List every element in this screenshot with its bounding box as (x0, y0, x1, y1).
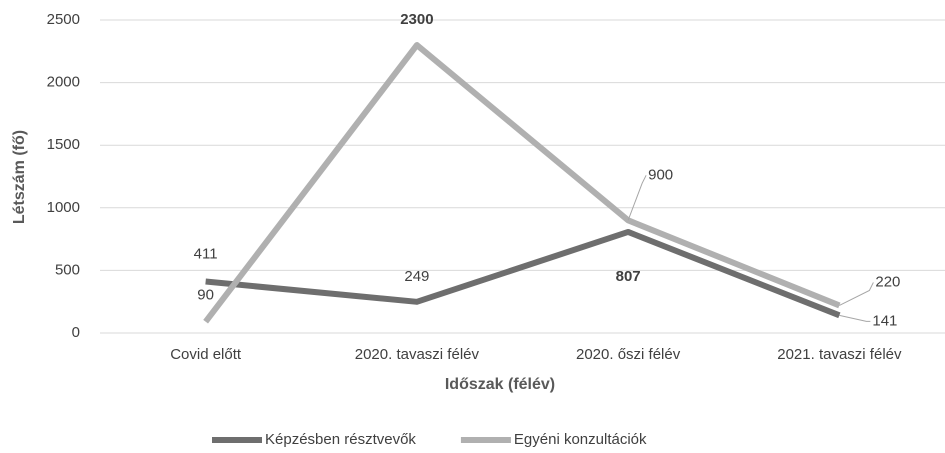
y-tick-label: 500 (55, 261, 80, 278)
series-line (205, 228, 841, 319)
x-tick-label: 2020. őszi félév (576, 346, 681, 363)
x-tick-label: 2020. tavaszi félév (355, 346, 480, 363)
leader-line (839, 282, 874, 306)
legend-label: Képzésben résztvevők (265, 431, 416, 448)
data-label: 900 (648, 166, 673, 183)
leader-line (839, 314, 871, 322)
data-label: 249 (404, 268, 429, 285)
x-axis-title: Időszak (félév) (445, 376, 555, 393)
legend-label: Egyéni konzultációk (514, 431, 647, 448)
y-tick-label: 2000 (47, 74, 80, 91)
y-tick-label: 0 (72, 324, 80, 341)
data-label: 411 (194, 246, 218, 263)
series-line (203, 42, 841, 324)
y-tick-label: 2500 (47, 11, 80, 28)
y-tick-label: 1500 (47, 136, 80, 153)
y-axis-title: Létszám (fő) (11, 130, 28, 224)
leader-line (627, 175, 647, 221)
data-label: 90 (197, 287, 214, 304)
data-label: 220 (875, 273, 900, 290)
x-tick-label: 2021. tavaszi félév (777, 346, 902, 363)
data-label: 141 (872, 312, 897, 329)
data-label: 807 (616, 268, 641, 285)
y-tick-label: 1000 (47, 199, 80, 216)
x-tick-label: Covid előtt (170, 346, 242, 363)
data-label: 2300 (400, 11, 433, 28)
